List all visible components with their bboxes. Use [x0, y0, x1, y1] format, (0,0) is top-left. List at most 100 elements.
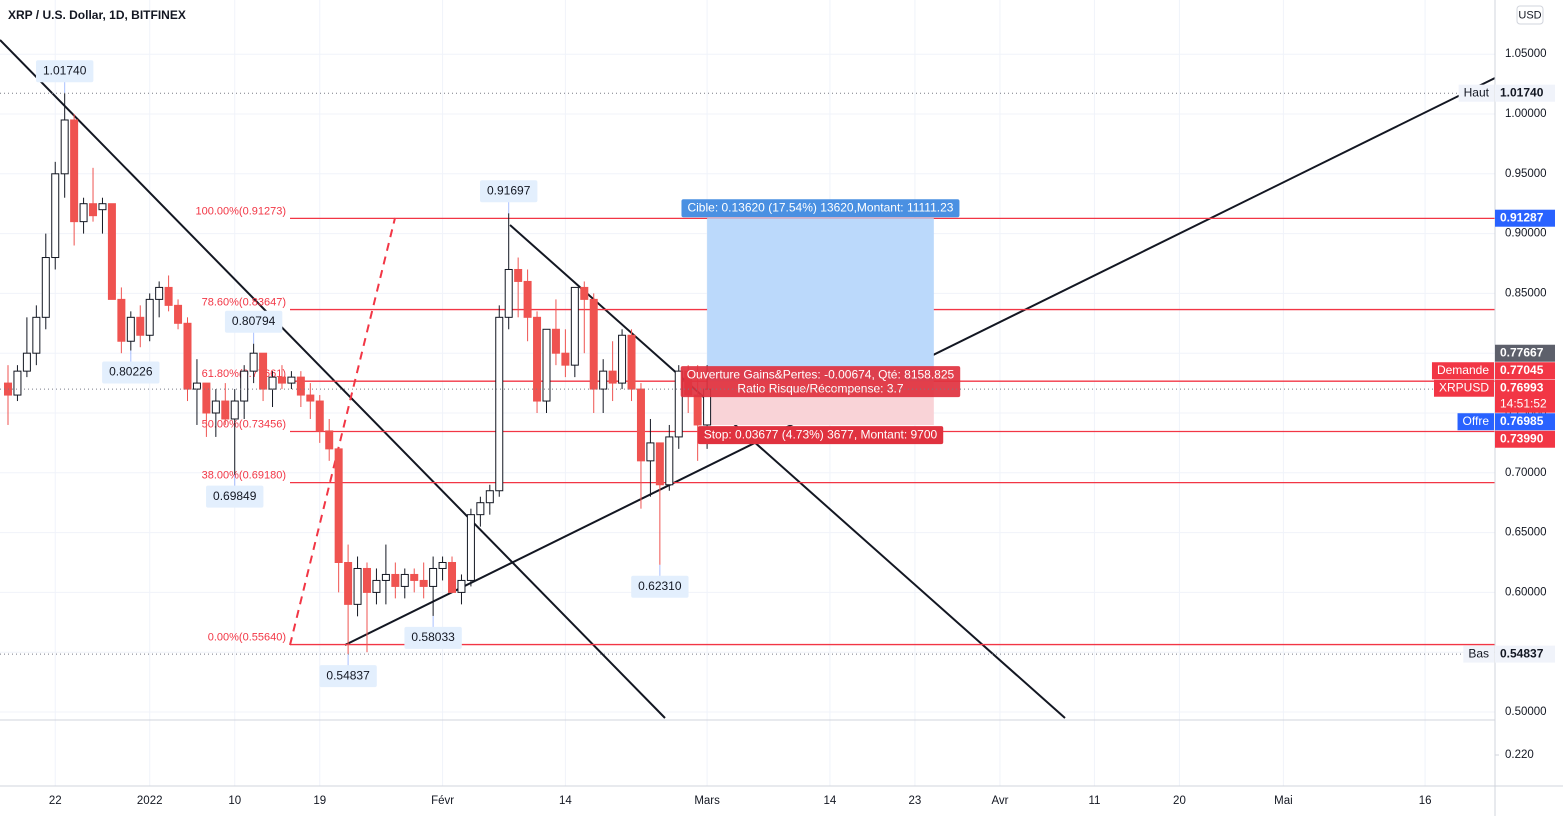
candle-body [542, 328, 551, 402]
marker-label: 0.69849 [213, 489, 257, 503]
candle-body [315, 400, 324, 432]
candle-body [192, 382, 201, 390]
x-tick-label: 23 [909, 795, 922, 807]
candle-body [60, 119, 69, 175]
candle-body [438, 561, 447, 569]
axes: 1.050001.000000.950000.900000.850000.800… [49, 48, 1555, 807]
marker-label: 0.58033 [411, 630, 455, 644]
candle-body [296, 376, 305, 396]
candle-body [580, 286, 589, 300]
y-tick-label: 0.50000 [1505, 706, 1547, 718]
price-label-name-box [1433, 379, 1494, 397]
candle-body [277, 376, 286, 384]
candle-body [693, 394, 702, 426]
y-tick-label: 0.60000 [1505, 586, 1547, 598]
marker-label: 0.80226 [109, 365, 153, 379]
price-label: 0.54837 [1500, 646, 1544, 660]
chart-title: XRP / U.S. Dollar, 1D, BITFINEX [8, 8, 186, 22]
price-label-name-box [1431, 362, 1494, 380]
candle-body [429, 567, 438, 587]
x-tick-label: 19 [313, 795, 326, 807]
candle-body [107, 203, 116, 300]
y-tick-label: 0.85000 [1505, 287, 1547, 299]
price-label-box [1495, 344, 1555, 362]
candle-body [13, 370, 22, 396]
candle-body [636, 388, 645, 462]
candle-body [457, 579, 466, 593]
candle-body [89, 203, 98, 217]
price-label: 0.73990 [1500, 431, 1544, 445]
marker-box [224, 310, 283, 333]
price-label-name-box [1457, 413, 1494, 431]
currency-button[interactable] [1516, 5, 1544, 25]
candle-body [618, 334, 627, 384]
candle-body [145, 298, 154, 336]
candle-body [155, 286, 164, 300]
candle-body [183, 322, 192, 390]
target-label: Cible: 0.13620 (17.54%) 13620,Montant: 1… [687, 200, 953, 214]
marker-label: 1.01740 [43, 63, 87, 77]
target-zone [707, 218, 934, 382]
price-label-name-box [1458, 84, 1494, 102]
x-tick-label: Mars [694, 795, 720, 807]
candle-body [410, 573, 419, 581]
y-tick-label: 1.00000 [1505, 108, 1547, 120]
price-label: 0.91287 [1500, 210, 1544, 224]
marker-box [319, 665, 377, 688]
y-tick-label: 0.90000 [1505, 228, 1547, 240]
y-tick-label: 0.220 [1505, 749, 1534, 761]
price-label: 0.77667 [1500, 345, 1544, 359]
marker-label: 0.91697 [487, 183, 531, 197]
price-label-box [1495, 430, 1555, 448]
price-label-box [1495, 84, 1555, 102]
candle-body [362, 567, 371, 593]
price-label-name: XRPUSD [1439, 380, 1489, 394]
candle-body [202, 382, 211, 414]
candle-body [665, 436, 674, 486]
candle-body [646, 442, 655, 462]
candle-body [655, 442, 664, 486]
price-label-name: Haut [1464, 85, 1490, 99]
y-tick-label: 1.05000 [1505, 48, 1547, 60]
candle-body [164, 286, 173, 306]
candle-body [174, 304, 183, 324]
price-label-name: Bas [1468, 646, 1489, 660]
stop-label: Stop: 0.03677 (4.73%) 3677, Montant: 970… [704, 427, 938, 441]
price-label: 0.77045 [1500, 363, 1544, 377]
x-tick-label: Mai [1274, 795, 1293, 807]
candle-body [466, 514, 475, 581]
fib-label: 0.00%(0.55640) [208, 631, 286, 643]
price-label-box [1495, 209, 1555, 227]
candle-body [240, 370, 249, 402]
candle-body [79, 203, 88, 223]
x-tick-label: Févr [431, 795, 454, 807]
candle-body [570, 286, 579, 366]
candle-body [533, 316, 542, 402]
price-label-box [1495, 362, 1555, 380]
candle-body [3, 382, 12, 396]
candle-body [495, 316, 504, 492]
candle-body [211, 400, 220, 414]
candle-body [627, 334, 636, 390]
candle-body [306, 394, 315, 402]
currency-label[interactable]: USD [1518, 9, 1541, 21]
candle-body [551, 328, 560, 354]
candle-body [419, 579, 428, 587]
fib-label: 100.00%(0.91273) [195, 205, 286, 217]
candle-body [608, 370, 617, 384]
candle-body [41, 257, 50, 318]
candle-body [221, 400, 230, 420]
x-tick-label: 14 [559, 795, 572, 807]
candle-body [32, 316, 41, 354]
trend-line [0, 39, 666, 719]
candle-body [249, 352, 258, 372]
candle-body [268, 376, 277, 390]
candle-body [259, 352, 268, 390]
marker-label: 0.80794 [232, 314, 276, 328]
marker-box [631, 575, 689, 598]
candle-body [136, 316, 145, 336]
candle-body [448, 561, 457, 593]
y-tick-label: 0.70000 [1505, 467, 1547, 479]
candle-body [674, 370, 683, 438]
